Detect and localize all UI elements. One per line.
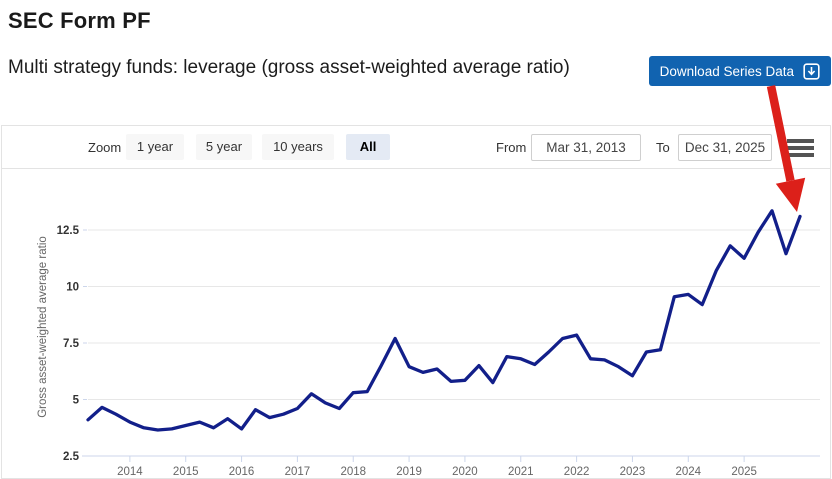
download-series-data-button[interactable]: Download Series Data xyxy=(648,56,831,86)
x-axis-tick-label: 2020 xyxy=(452,466,478,478)
x-axis-tick-label: 2017 xyxy=(285,466,311,478)
x-axis-tick-label: 2021 xyxy=(508,466,534,478)
x-axis-tick-label: 2019 xyxy=(396,466,422,478)
y-axis-tick-label: 12.5 xyxy=(57,225,80,237)
leverage-data-line xyxy=(86,209,802,432)
x-axis-tick-label: 2022 xyxy=(564,466,590,478)
x-axis-tick-label: 2024 xyxy=(675,466,701,478)
y-axis-tick-label: 2.5 xyxy=(63,451,80,463)
zoom-range-button-All[interactable]: All xyxy=(346,134,390,160)
from-date-input[interactable] xyxy=(531,134,641,161)
x-axis-tick-label: 2023 xyxy=(620,466,646,478)
page-title: SEC Form PF xyxy=(8,8,151,33)
y-axis-title: Gross asset-weighted average ratio xyxy=(37,236,49,418)
to-date-input[interactable] xyxy=(678,134,772,161)
x-axis-tick-label: 2025 xyxy=(731,466,757,478)
zoom-label: Zoom xyxy=(88,140,122,155)
zoom-range-button-1-year[interactable]: 1 year xyxy=(126,134,184,160)
x-axis-tick-label: 2018 xyxy=(340,466,366,478)
download-icon xyxy=(803,62,820,80)
zoom-range-button-5-year[interactable]: 5 year xyxy=(196,134,252,160)
chart-toolbar: Zoom 1 year 5 year 10 years All From To xyxy=(2,126,830,169)
x-axis-tick-label: 2015 xyxy=(173,466,199,478)
chart-subtitle: Multi strategy funds: leverage (gross as… xyxy=(8,57,570,78)
y-axis-tick-label: 5 xyxy=(73,395,80,407)
x-axis-tick-label: 2016 xyxy=(229,466,255,478)
chart-panel: Zoom 1 year 5 year 10 years All From To 2.5… xyxy=(1,125,831,479)
to-label: To xyxy=(656,140,670,155)
zoom-range-button-10-years[interactable]: 10 years xyxy=(262,134,334,160)
y-axis-tick-label: 10 xyxy=(66,282,79,294)
line-chart-plot-area[interactable]: 2.5 5 7.5 10 12.5 2014 2015 2016 2017 2018 2019 202… xyxy=(2,169,832,479)
download-button-label: Download Series Data xyxy=(659,63,794,79)
from-label: From xyxy=(496,140,527,155)
y-axis-tick-label: 7.5 xyxy=(63,338,80,350)
x-axis-tick-label: 2014 xyxy=(117,466,143,478)
hamburger-menu-icon[interactable] xyxy=(787,139,814,157)
